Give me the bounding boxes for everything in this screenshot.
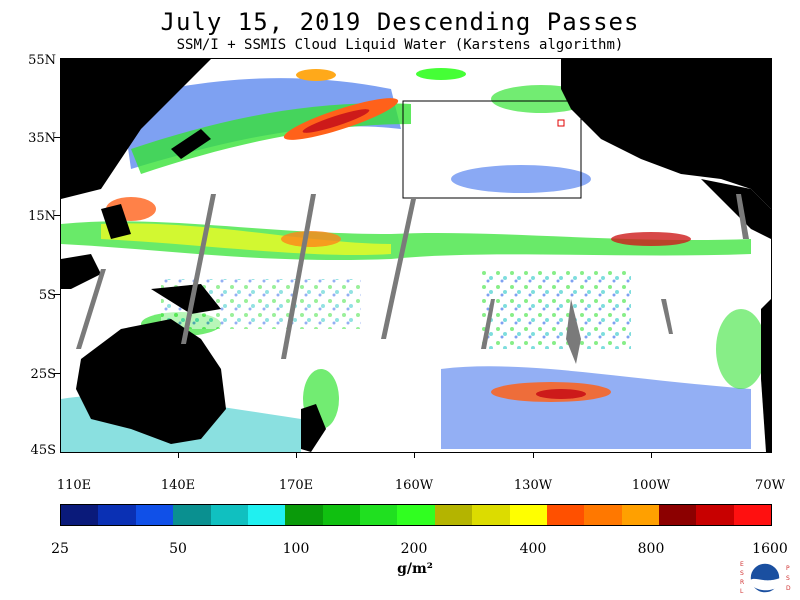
colorbar (60, 504, 772, 526)
colorbar-swatch (546, 505, 585, 525)
colorbar-label: 50 (169, 541, 187, 557)
lon-label: 100W (631, 478, 671, 493)
data-gaps (76, 194, 749, 364)
lon-label: 160W (394, 478, 434, 493)
noaa-logo-icon: E S R L P S D (740, 561, 791, 595)
colorbar-swatch (98, 505, 136, 525)
colorbar-swatch (322, 505, 360, 525)
colorbar-swatch (659, 505, 697, 525)
colorbar-swatch (733, 505, 772, 525)
lat-label: 35N (28, 131, 56, 146)
units-label: g/m² (397, 561, 433, 577)
colorbar-swatch (135, 505, 174, 525)
lat-label: 25S (30, 367, 56, 382)
cloud-water-map (60, 58, 772, 453)
lat-label: 15N (28, 209, 56, 224)
colorbar-swatch (173, 505, 211, 525)
lat-label: 55N (28, 53, 56, 68)
lon-label: 110E (56, 478, 92, 493)
svg-text:L: L (740, 588, 744, 595)
svg-text:S: S (786, 575, 790, 582)
colorbar-swatch (509, 505, 547, 525)
colorbar-label: 400 (519, 541, 547, 557)
map-subtitle: SSM/I + SSMIS Cloud Liquid Water (Karste… (176, 37, 624, 53)
colorbar-swatch (472, 505, 510, 525)
map-title: July 15, 2019 Descending Passes (160, 8, 640, 36)
colorbar-swatch (696, 505, 734, 525)
marker-box (557, 119, 565, 127)
colorbar-label: 25 (51, 541, 69, 557)
svg-text:D: D (786, 585, 791, 592)
svg-text:S: S (740, 570, 744, 577)
colorbar-swatch (61, 505, 99, 525)
region-box (402, 100, 582, 199)
lon-label: 130W (513, 478, 553, 493)
svg-text:E: E (740, 561, 744, 568)
lon-label: 140E (160, 478, 196, 493)
land-masses (61, 59, 771, 452)
lon-label: 170E (278, 478, 314, 493)
colorbar-label: 800 (637, 541, 665, 557)
colorbar-swatch (584, 505, 622, 525)
lon-label: 70W (755, 478, 785, 493)
colorbar-label: 1600 (752, 541, 788, 557)
lat-label: 5S (38, 288, 56, 303)
colorbar-swatch (360, 505, 398, 525)
colorbar-swatch (247, 505, 286, 525)
lat-label: 45S (30, 443, 56, 458)
colorbar-swatch (210, 505, 248, 525)
colorbar-label: 100 (282, 541, 310, 557)
colorbar-label: 200 (400, 541, 428, 557)
colorbar-swatch (621, 505, 659, 525)
svg-text:P: P (786, 565, 790, 572)
colorbar-swatch (397, 505, 435, 525)
colorbar-swatch (434, 505, 473, 525)
svg-text:R: R (740, 579, 744, 586)
colorbar-swatch (285, 505, 323, 525)
